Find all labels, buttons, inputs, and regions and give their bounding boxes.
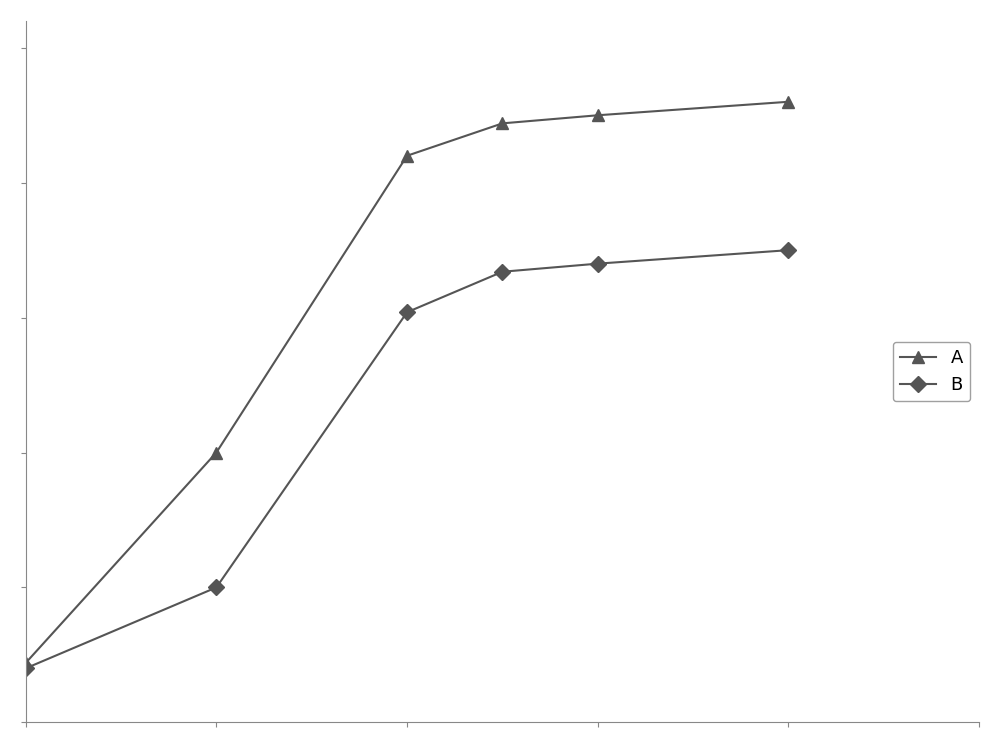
B (496, 267, 508, 276)
Line: B: B (20, 245, 794, 674)
A (210, 448, 222, 457)
A (782, 97, 794, 106)
A (401, 151, 413, 160)
Legend: A, B: A, B (893, 342, 970, 402)
B (592, 259, 604, 268)
A (592, 111, 604, 120)
B (20, 664, 32, 673)
B (401, 307, 413, 316)
B (210, 583, 222, 592)
A (20, 658, 32, 667)
A (496, 119, 508, 128)
B (782, 245, 794, 254)
Line: A: A (20, 96, 794, 669)
